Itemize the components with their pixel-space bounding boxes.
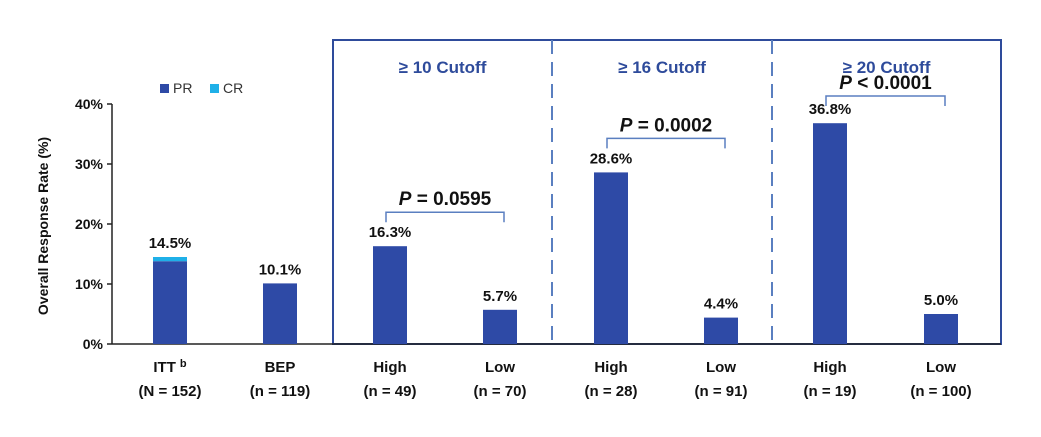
legend: PR CR: [160, 80, 243, 96]
category-label: High: [373, 359, 406, 376]
bar-pr: [263, 283, 297, 344]
bar-pr: [373, 246, 407, 344]
bar-pr: [594, 172, 628, 344]
p-value-bracket: [825, 95, 946, 106]
legend-swatch: [210, 84, 219, 93]
cutoff-title: ≥ 10 Cutoff: [399, 58, 487, 77]
y-tick-label: 40%: [75, 96, 104, 112]
legend-label: CR: [223, 80, 243, 96]
bar-value-label: 14.5%: [149, 235, 192, 252]
y-axis: 0% 10% 20% 30% 40% Overall Response Rate (%): [35, 96, 1001, 352]
category-n-label: (n = 91): [695, 383, 748, 400]
category-n-label: (n = 119): [250, 383, 310, 400]
bar-pr: [483, 309, 517, 344]
y-tick-label: 30%: [75, 156, 104, 172]
bar-pr: [153, 261, 187, 344]
bar-value-label: 5.0%: [924, 292, 958, 309]
bar-value-label: 4.4%: [704, 296, 738, 313]
y-axis-title: Overall Response Rate (%): [35, 137, 51, 315]
category-superscript: b: [180, 358, 187, 370]
category-label: High: [813, 359, 846, 376]
p-value-label: P < 0.0001: [839, 73, 932, 94]
p-value-bracket: [606, 137, 726, 149]
legend-label: PR: [173, 80, 192, 96]
category-label: ITT b: [153, 358, 187, 376]
bar-value-label: 36.8%: [809, 101, 852, 118]
category-label: Low: [926, 359, 956, 376]
bar-pr: [924, 314, 958, 344]
category-n-label: (n = 19): [804, 383, 857, 400]
category-n-label: (n = 70): [474, 383, 527, 400]
category-label: Low: [706, 359, 736, 376]
category-n-label: (n = 49): [364, 383, 417, 400]
y-tick-label: 10%: [75, 276, 104, 292]
category-n-label: (N = 152): [139, 383, 202, 400]
p-value-bracket: [385, 211, 505, 223]
category-n-label: (n = 28): [585, 383, 638, 400]
y-tick-label: 20%: [75, 216, 104, 232]
category-label: BEP: [265, 359, 296, 376]
bar-value-label: 10.1%: [259, 261, 302, 278]
category-label: High: [594, 359, 627, 376]
bar-pr: [704, 317, 738, 344]
bars: [153, 123, 958, 344]
bar-pr: [813, 123, 847, 344]
y-tick-label: 0%: [83, 336, 104, 352]
p-value-label: P = 0.0595: [399, 189, 492, 210]
category-n-label: (n = 100): [910, 383, 971, 400]
cutoff-title: ≥ 16 Cutoff: [618, 58, 706, 77]
bar-value-label: 28.6%: [590, 150, 633, 167]
legend-swatch: [160, 84, 169, 93]
cutoff-title: ≥ 20 Cutoff: [843, 58, 931, 77]
p-value-label: P = 0.0002: [620, 115, 712, 136]
bar-value-label: 16.3%: [369, 224, 412, 241]
bar-cr: [153, 257, 187, 262]
bar-value-label: 5.7%: [483, 288, 517, 305]
category-label: Low: [485, 359, 515, 376]
